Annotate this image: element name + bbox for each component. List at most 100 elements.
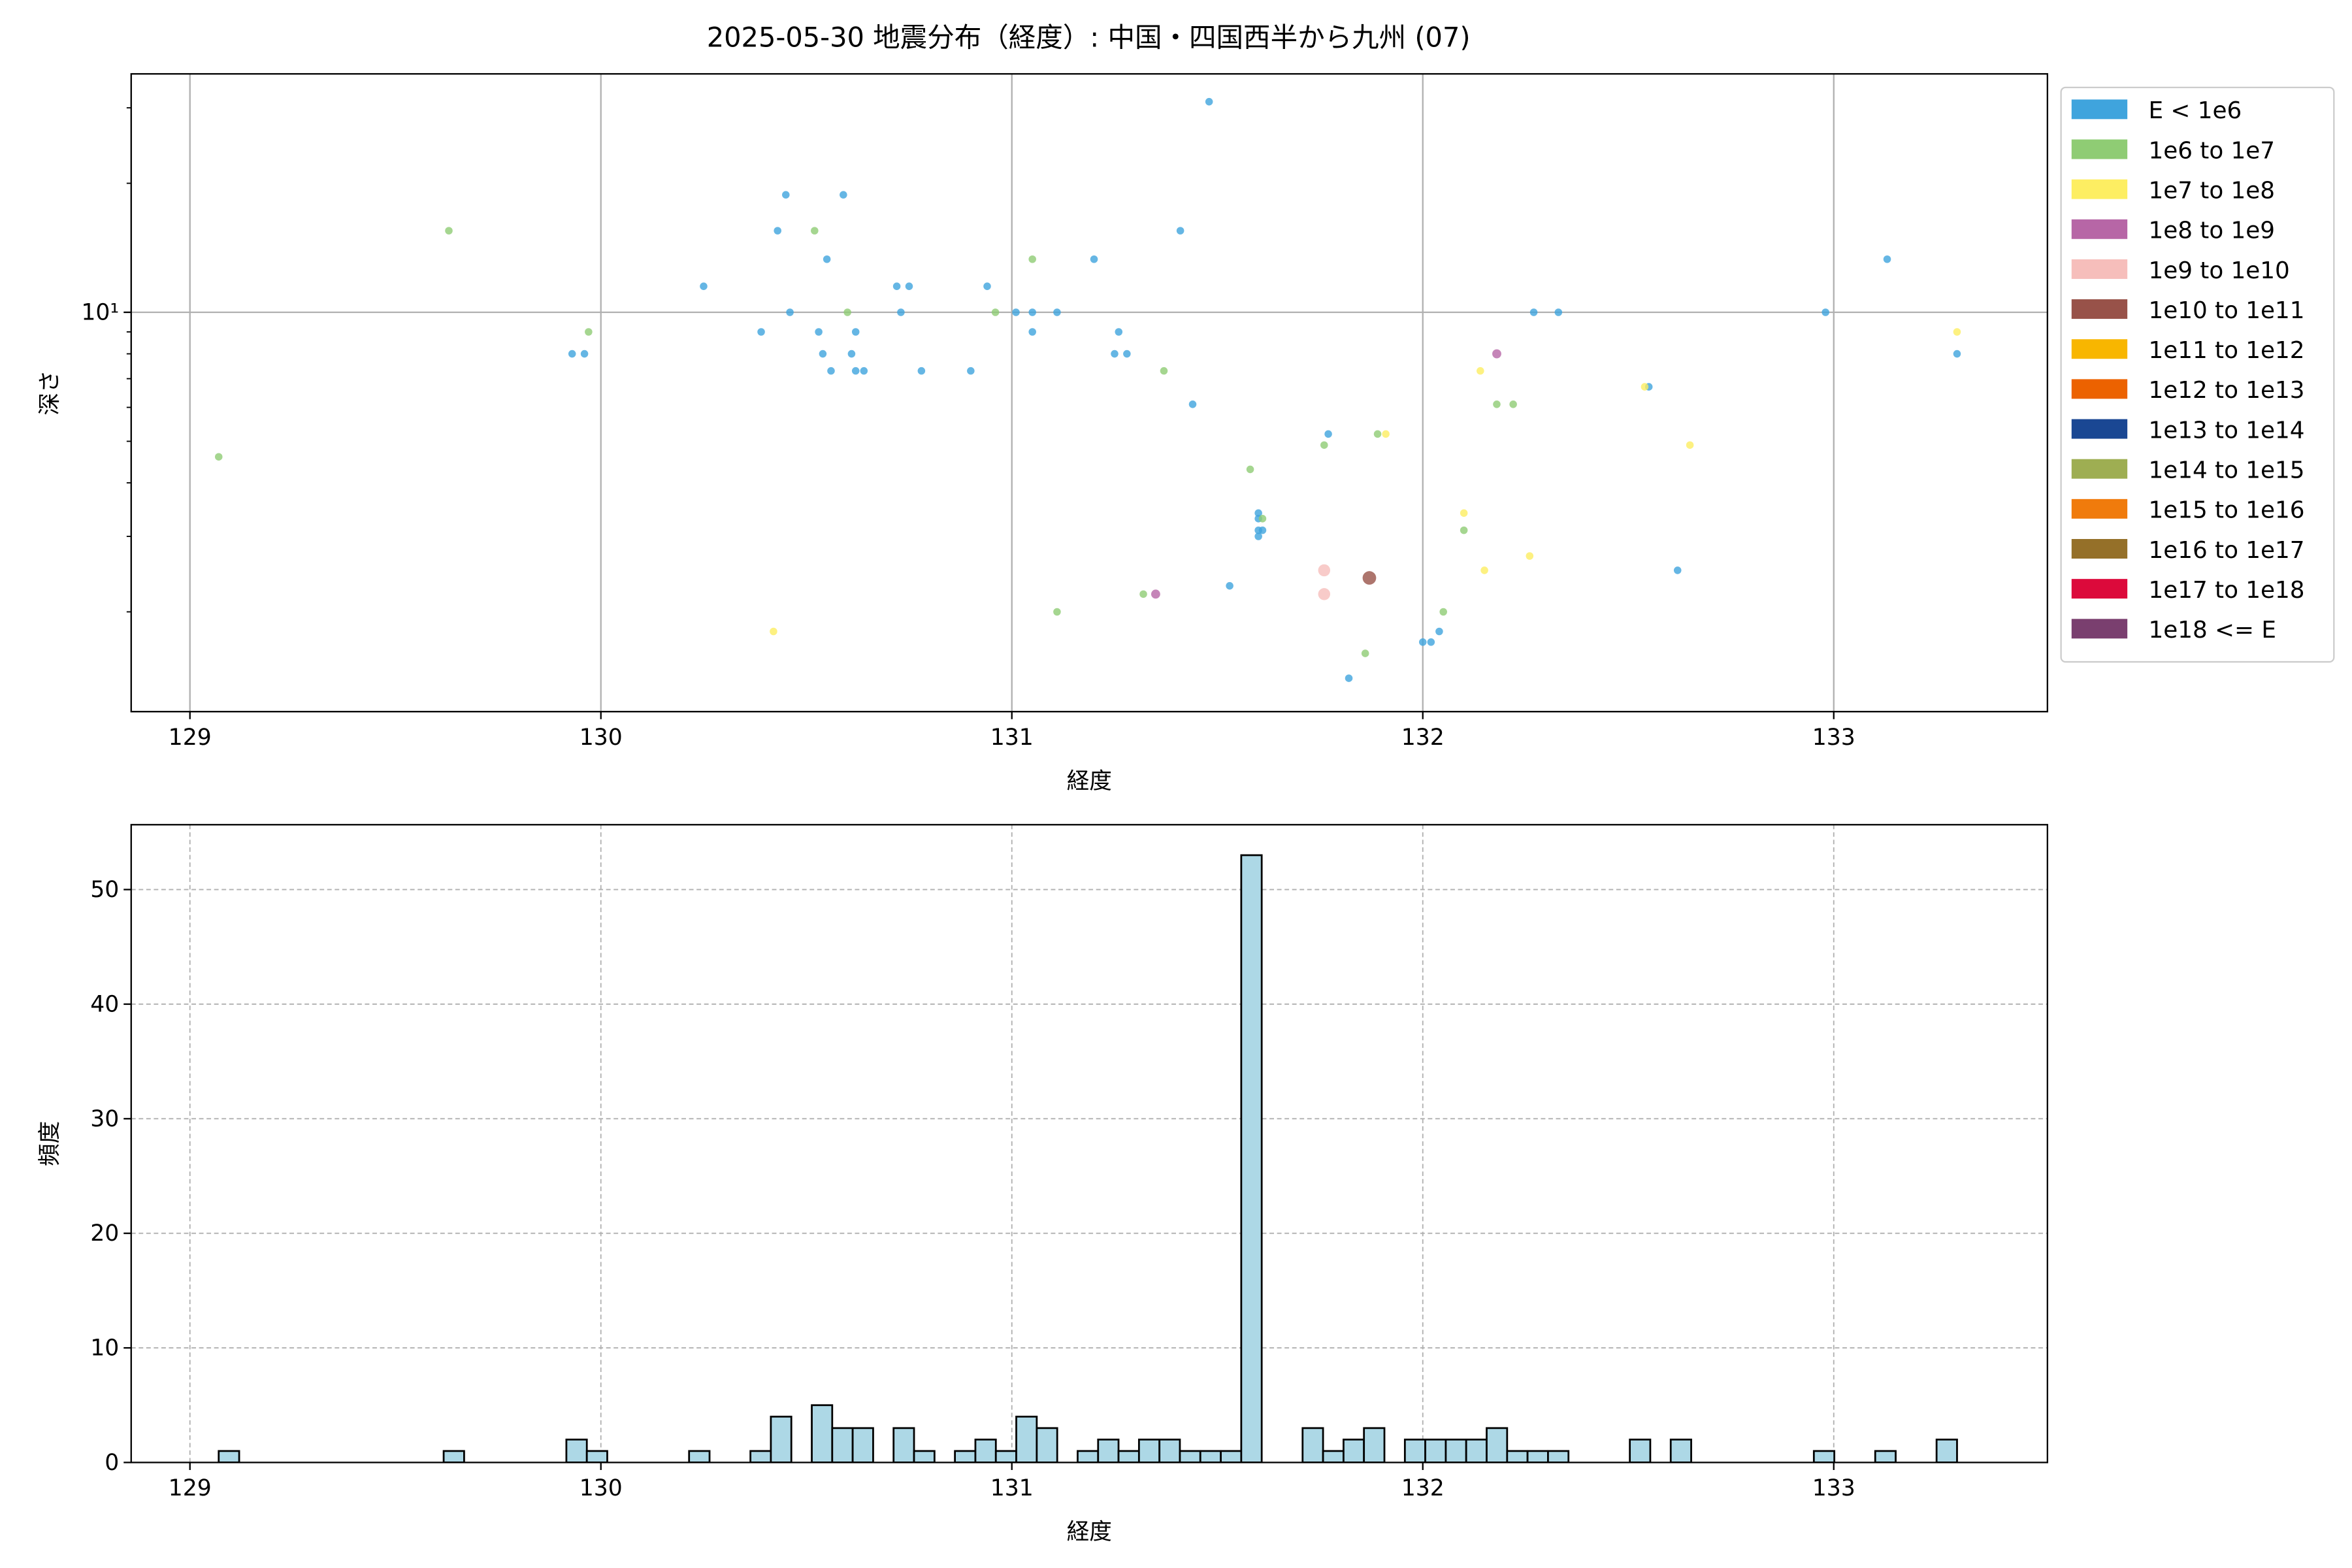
histogram-bar [1199,1450,1222,1463]
scatter-point [1123,350,1131,358]
x-tick-label: 132 [1401,725,1445,751]
scatter-point [983,282,991,290]
chart-title: 2025-05-30 地震分布（経度）: 中国・四国西半から九州 (07) [707,22,1471,54]
scatter-point [843,308,851,316]
scatter-point [1439,608,1447,616]
scatter-point [1953,328,1961,336]
scatter-point [774,227,781,235]
scatter-point [967,367,975,375]
histogram-bar [565,1439,588,1463]
scatter-point [897,308,905,316]
scatter-point [1012,308,1020,316]
scatter-point [1318,588,1331,600]
legend-label: 1e14 to 1e15 [2148,457,2304,484]
x-tick-label: 133 [1812,1475,1855,1501]
scatter-point [1254,526,1262,534]
scatter-point [1176,227,1184,235]
scatter-point [585,328,593,336]
x-tick-label: 133 [1812,725,1855,751]
legend-swatch [2071,619,2128,639]
histogram-bar [585,1450,608,1463]
scatter-point [1254,509,1262,517]
legend-swatch [2071,379,2128,399]
scatter-point [1139,590,1147,598]
plot-area [218,854,1958,1463]
scatter-point [700,282,708,290]
scatter-point [1427,638,1435,646]
histogram-bar [1301,1427,1324,1463]
y-tick-label: 40 [90,991,119,1017]
histogram-bar [1015,1415,1038,1463]
legend-swatch [2071,219,2128,239]
legend-label: 1e10 to 1e11 [2148,297,2304,324]
scatter-point [1362,571,1377,585]
legend-swatch [2071,539,2128,559]
legend-label: 1e12 to 1e13 [2148,377,2304,404]
histogram-bar [1179,1450,1201,1463]
legend-label: 1e7 to 1e8 [2148,177,2275,204]
scatter-point [1028,328,1036,336]
legend-label: 1e15 to 1e16 [2148,497,2304,524]
histogram-bar [892,1427,915,1463]
scatter-point [851,328,860,336]
scatter-point [1883,255,1891,263]
scatter-point [1188,400,1197,408]
scatter-point [1641,383,1649,391]
legend-label: E < 1e6 [2148,97,2242,124]
histogram-bar [994,1450,1017,1463]
histogram-bar [1506,1450,1529,1463]
scatter-point [445,227,453,235]
x-tick-label: 131 [990,725,1034,751]
legend-swatch [2071,259,2128,279]
scatter-point [1345,674,1353,682]
scatter-point [819,350,827,358]
scatter-point [1318,564,1331,577]
scatter-point [1028,255,1036,263]
axes: 129 130 131 132 133 10¹ E < 1e6 1e6 to 1e7 1e7 t… [37,73,2335,794]
scatter-point [1053,308,1061,316]
scatter-point [1492,349,1501,359]
scatter-point [847,350,856,358]
histogram-bar [1465,1439,1488,1463]
legend-label: 1e17 to 1e18 [2148,577,2304,604]
histogram-bar [1137,1439,1161,1463]
scatter-point [1953,350,1961,358]
scatter-point [1053,608,1061,616]
histogram-bar [1363,1427,1386,1463]
legend-swatch [2071,99,2128,120]
scatter-point [214,453,223,461]
histogram-bar [954,1450,977,1463]
histogram-bar [1158,1439,1181,1463]
scatter-point [892,282,901,290]
legend: E < 1e6 1e6 to 1e7 1e7 to 1e8 1e8 to 1e9 1e9… [2060,86,2335,663]
scatter-point [1673,566,1682,574]
legend-label: 1e13 to 1e14 [2148,417,2304,444]
legend-swatch [2071,459,2128,479]
scatter-point [1115,328,1123,336]
plot-area [214,97,1961,682]
scatter-point [1324,430,1332,438]
scatter-point [1111,350,1119,358]
x-tick-label: 131 [990,1475,1034,1501]
scatter-point [1160,367,1168,375]
scatter-point [1382,430,1390,438]
scatter-point [815,328,823,336]
scatter-point [1258,515,1267,523]
scatter-point [1090,255,1098,263]
scatter-point [905,282,913,290]
histogram-bar [974,1439,997,1463]
scatter-point [1373,430,1382,438]
scatter-point [1418,638,1427,646]
x-tick-label: 132 [1401,1475,1445,1501]
histogram-bar [749,1450,772,1463]
legend-swatch [2071,139,2128,159]
scatter-point [1151,589,1160,599]
x-axis-label: 経度 [1067,1519,1112,1545]
axes: 129 130 131 132 133 0 10 20 30 40 50 経度 頻度 [37,824,2048,1545]
scatter-point [851,367,860,375]
axes-frame [130,73,2048,713]
histogram-bar [1812,1450,1836,1463]
scatter-point [1226,581,1233,590]
scatter-point [1529,308,1538,316]
